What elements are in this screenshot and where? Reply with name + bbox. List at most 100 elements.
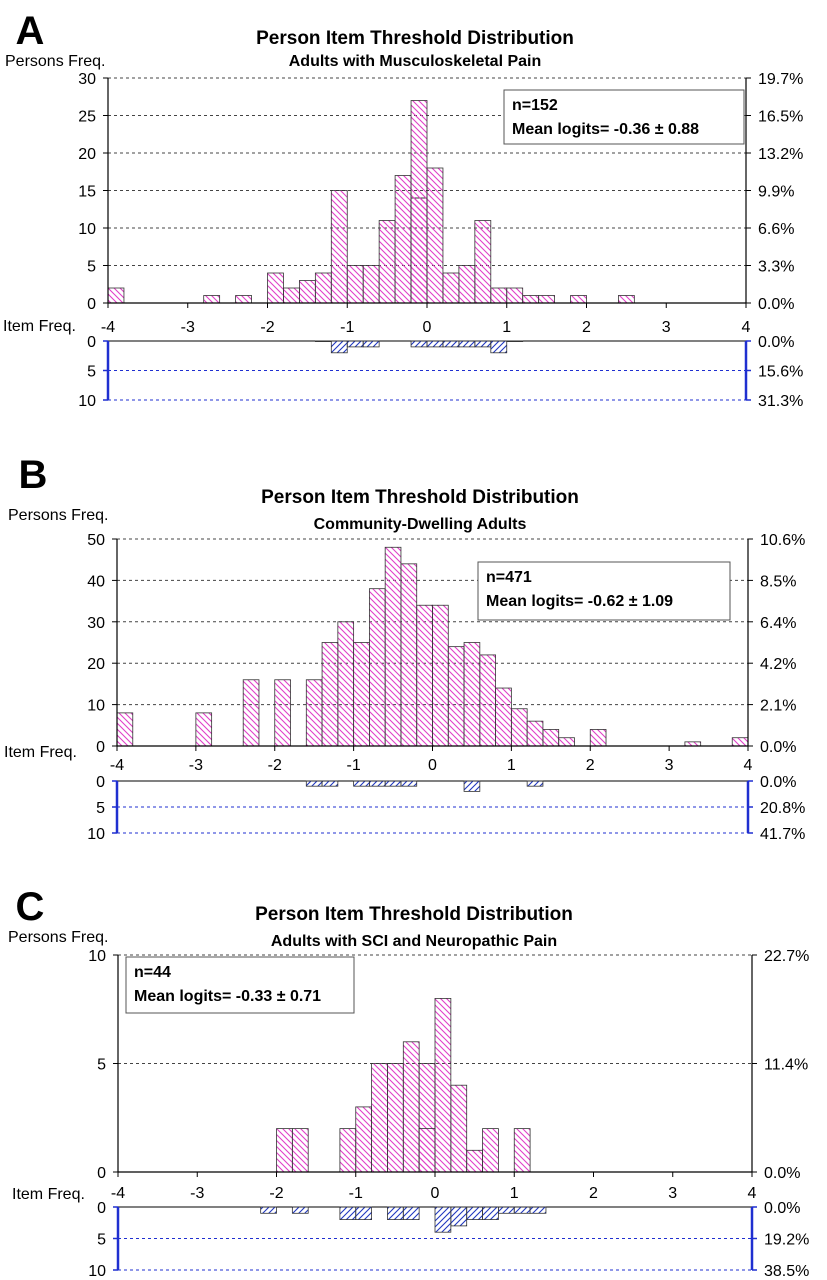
person-bar xyxy=(195,712,213,747)
panel-b: B Person Item Threshold Distribution Commu… xyxy=(4,453,805,843)
person-bar xyxy=(267,272,284,304)
y-tick-label: 5 xyxy=(97,1057,106,1074)
item-tick-label: 5 xyxy=(97,1232,106,1249)
person-bar xyxy=(339,1128,357,1173)
item-bar xyxy=(482,1206,499,1220)
person-bar xyxy=(116,712,134,747)
person-bar xyxy=(371,1063,388,1173)
stats-n: n=44 xyxy=(134,964,171,981)
x-tick-label: -2 xyxy=(269,1185,283,1202)
person-bar xyxy=(242,679,260,747)
chart-title: Person Item Threshold Distribution xyxy=(255,904,573,925)
y-tick-label: 40 xyxy=(87,573,105,590)
person-bar xyxy=(305,679,323,747)
person-bar xyxy=(684,741,702,747)
item-bar xyxy=(402,1206,420,1220)
item-tick-label: 0 xyxy=(97,1200,106,1217)
item-axis-label: Item Freq. xyxy=(3,318,76,335)
person-bar xyxy=(426,167,444,304)
item-bar xyxy=(426,340,444,348)
person-bar xyxy=(355,1106,373,1173)
item-right-tick-label: 0.0% xyxy=(760,774,796,791)
person-bar xyxy=(513,1128,531,1173)
item-bar xyxy=(314,340,332,342)
person-bar xyxy=(378,220,396,304)
item-tick-label: 0 xyxy=(87,334,96,351)
chart-title: Person Item Threshold Distribution xyxy=(261,487,579,508)
y-tick-label: 20 xyxy=(78,146,96,163)
right-tick-label: 3.3% xyxy=(758,259,794,276)
x-tick-label: -4 xyxy=(110,757,124,774)
y-tick-label: 25 xyxy=(78,109,96,126)
person-bar xyxy=(432,604,449,747)
person-bar xyxy=(450,1084,468,1173)
item-bar xyxy=(305,780,323,787)
x-tick-label: 3 xyxy=(665,757,674,774)
person-bar xyxy=(107,287,125,304)
person-bar xyxy=(400,563,418,747)
item-axis-label: Item Freq. xyxy=(4,744,77,761)
item-bar xyxy=(400,780,418,787)
chart-title: Person Item Threshold Distribution xyxy=(256,28,574,49)
right-tick-label: 6.4% xyxy=(760,615,796,632)
person-bar xyxy=(447,646,465,747)
item-bar xyxy=(353,780,370,787)
y-tick-label: 15 xyxy=(78,184,96,201)
item-bar xyxy=(513,1206,531,1214)
person-bar xyxy=(731,737,749,747)
x-tick-label: -1 xyxy=(347,757,361,774)
panel-letter: C xyxy=(16,885,45,929)
item-bar xyxy=(450,1206,468,1227)
x-tick-label: 2 xyxy=(586,757,595,774)
item-bar xyxy=(526,780,544,787)
person-bar xyxy=(538,295,556,304)
person-bar xyxy=(458,265,476,304)
chart-subtitle: Adults with Musculoskeletal Pain xyxy=(289,53,542,70)
right-tick-label: 8.5% xyxy=(760,573,796,590)
person-bar xyxy=(337,621,355,747)
y-tick-label: 30 xyxy=(87,615,105,632)
right-tick-label: 2.1% xyxy=(760,698,796,715)
person-bar xyxy=(618,295,635,304)
person-bar xyxy=(235,295,252,304)
x-tick-label: 1 xyxy=(502,319,511,336)
stats-mean: Mean logits= -0.62 ± 1.09 xyxy=(486,593,673,610)
x-tick-label: 1 xyxy=(507,757,516,774)
person-bar xyxy=(298,280,316,304)
item-tick-label: 10 xyxy=(78,393,96,410)
x-tick-label: -1 xyxy=(340,319,354,336)
y-axis-label: Persons Freq. xyxy=(8,929,108,946)
x-tick-label: 4 xyxy=(748,1185,757,1202)
person-bar xyxy=(291,1128,309,1173)
person-bar xyxy=(321,642,339,747)
item-bar xyxy=(330,340,348,354)
right-tick-label: 0.0% xyxy=(758,296,794,313)
person-bar xyxy=(522,295,540,304)
x-tick-label: 0 xyxy=(431,1185,440,1202)
person-bar xyxy=(418,1128,436,1173)
item-tick-label: 5 xyxy=(96,800,105,817)
panel-letter: B xyxy=(19,453,48,497)
person-bar xyxy=(353,642,370,747)
x-tick-label: 3 xyxy=(668,1185,677,1202)
item-right-tick-label: 38.5% xyxy=(764,1263,809,1280)
y-tick-label: 20 xyxy=(87,656,105,673)
item-bar xyxy=(529,1206,547,1214)
x-tick-label: -3 xyxy=(189,757,203,774)
y-axis-label: Persons Freq. xyxy=(8,507,108,524)
item-bar xyxy=(474,340,492,348)
person-bar xyxy=(283,287,300,304)
x-tick-label: -3 xyxy=(181,319,195,336)
person-bar xyxy=(387,1063,404,1173)
y-tick-label: 10 xyxy=(87,698,105,715)
right-tick-label: 10.6% xyxy=(760,532,805,549)
panel-a: A Person Item Threshold Distribution Adult… xyxy=(3,9,803,410)
item-bar xyxy=(339,1206,357,1220)
person-bar xyxy=(402,1041,420,1173)
item-right-tick-label: 20.8% xyxy=(760,800,805,817)
item-tick-label: 10 xyxy=(88,1263,106,1280)
right-tick-label: 6.6% xyxy=(758,221,794,238)
y-tick-label: 0 xyxy=(96,739,105,756)
person-bar xyxy=(384,546,402,747)
